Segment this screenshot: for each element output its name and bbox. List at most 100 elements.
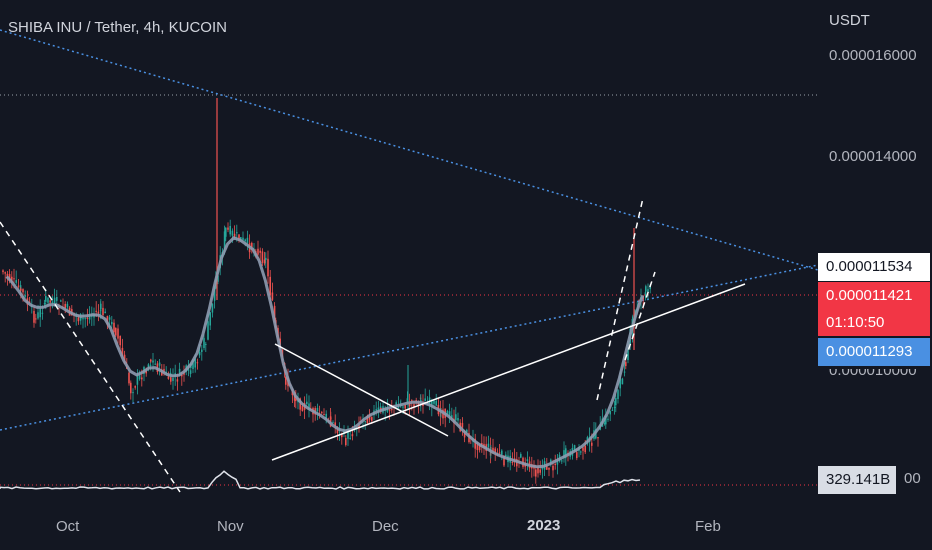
time-axis[interactable] <box>0 510 932 550</box>
candle-body <box>539 469 541 473</box>
candle-body <box>273 305 276 322</box>
candle-body <box>82 318 84 320</box>
candle-body <box>138 373 141 380</box>
candle-body <box>492 447 494 452</box>
candle-body <box>645 286 647 292</box>
candle-body <box>189 370 192 374</box>
candle-body <box>406 398 409 403</box>
candle-body <box>561 460 563 462</box>
candle-body <box>375 409 377 411</box>
candle-body <box>511 461 514 463</box>
candle-body <box>183 372 185 375</box>
candle-body <box>244 239 246 242</box>
moving-average-line <box>5 236 645 469</box>
candle-body <box>494 448 496 453</box>
candle-body <box>181 374 183 377</box>
axis-unit: USDT <box>829 12 870 29</box>
candle-body <box>113 322 115 333</box>
candle-body <box>388 409 391 411</box>
candle-body <box>205 343 207 345</box>
candle-body <box>417 401 420 406</box>
candle-body <box>64 303 66 309</box>
candle-body <box>47 297 49 303</box>
volume-tag: 329.141B <box>818 466 896 494</box>
candle-body <box>323 414 325 416</box>
candle-body <box>591 442 593 446</box>
candle-body <box>86 317 89 319</box>
candle-body <box>386 408 389 412</box>
candle-body <box>503 456 505 466</box>
candle-body <box>584 445 586 453</box>
candle-body <box>236 232 238 234</box>
candle-body <box>271 292 274 300</box>
candle-body <box>43 303 46 305</box>
dashed-channel-line <box>624 271 656 361</box>
candle-body <box>231 230 234 236</box>
candle-body <box>623 371 626 373</box>
candle-body <box>176 379 179 382</box>
candle-body <box>37 312 39 319</box>
candle-body <box>413 404 415 407</box>
candle-body <box>554 463 556 465</box>
candle-body <box>88 315 91 320</box>
candle-body <box>194 358 196 368</box>
bar-countdown: 01:10:50 <box>826 314 885 331</box>
candle-body <box>242 237 244 241</box>
candle-body <box>505 454 507 457</box>
candle-body <box>56 297 58 301</box>
candle-body <box>150 359 152 362</box>
candle-body <box>548 467 550 470</box>
volume-line <box>0 470 641 490</box>
candle-body <box>134 386 136 388</box>
price-chart[interactable] <box>0 0 818 510</box>
candle-body <box>526 459 529 462</box>
candle-body <box>154 363 156 365</box>
candle-body <box>119 335 121 346</box>
chart-title: SHIBA INU / Tether, 4h, KUCOIN <box>8 19 227 36</box>
candle-body <box>223 231 226 249</box>
candle-body <box>2 270 4 273</box>
candle-body <box>111 321 113 325</box>
candle-body <box>466 429 468 433</box>
candle-body <box>351 434 354 437</box>
candle-body <box>102 307 104 316</box>
candle-body <box>238 234 240 241</box>
candle-body <box>211 303 214 313</box>
candle-body <box>476 441 479 451</box>
candle-body <box>24 295 26 297</box>
candle-body <box>619 375 621 389</box>
candle-body <box>627 349 629 361</box>
candle-body <box>130 382 132 394</box>
candle-body <box>424 398 426 402</box>
candle-body <box>431 401 433 408</box>
price-tick-partial: 00 <box>904 470 921 487</box>
candle-body <box>20 288 22 291</box>
candle-body <box>100 303 102 310</box>
falling-trendline <box>274 343 449 437</box>
candle-body <box>104 311 106 314</box>
candle-body <box>330 417 332 419</box>
candle-body <box>246 237 249 244</box>
candle-body <box>358 424 360 429</box>
candle-body <box>520 454 522 458</box>
candle-body <box>343 430 345 434</box>
candle-body <box>39 307 41 318</box>
candle-body <box>207 321 209 340</box>
candle-body <box>501 450 503 455</box>
candle-body <box>563 450 565 459</box>
candle-body <box>325 413 327 420</box>
candle-body <box>647 289 649 293</box>
candle-body <box>301 405 304 412</box>
candle-body <box>13 278 15 280</box>
candle-body <box>149 364 152 366</box>
candle-body <box>474 438 476 449</box>
candle-body <box>321 412 323 414</box>
candle-body <box>51 301 54 304</box>
candle-body <box>267 258 269 277</box>
candle-body <box>229 225 231 235</box>
time-label-nov: Nov <box>217 518 244 535</box>
candle-body <box>265 257 267 261</box>
chart-area[interactable] <box>0 0 818 510</box>
ascending-trendline <box>0 264 818 431</box>
candle-body <box>463 430 466 438</box>
